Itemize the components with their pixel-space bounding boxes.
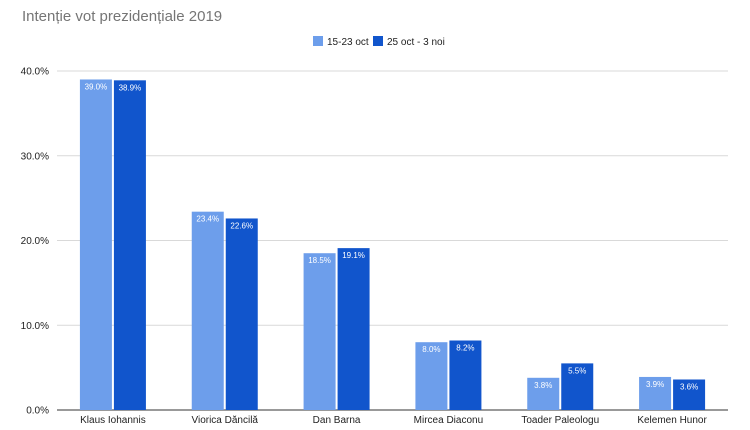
legend-label: 15-23 oct [327, 37, 369, 48]
data-label: 18.5% [308, 256, 331, 265]
data-label: 19.1% [342, 251, 365, 260]
bar[interactable] [639, 376, 672, 410]
bars [79, 79, 706, 410]
legend-swatch [313, 36, 323, 46]
bar[interactable] [561, 363, 594, 410]
y-axis: 0.0% 10.0% 20.0% 30.0% 40.0% [21, 67, 49, 417]
data-labels: 39.0% 38.9% 23.4% 22.6% 18.5% 19.1% 8.0% 8.2% 3.… [85, 82, 699, 391]
data-label: 3.6% [680, 382, 698, 391]
category-label: Viorica Dăncilă [191, 415, 258, 426]
y-tick-label: 40.0% [21, 67, 49, 78]
data-label: 3.9% [646, 380, 664, 389]
bar[interactable] [449, 340, 482, 410]
bar[interactable] [225, 218, 258, 410]
gridlines [57, 70, 728, 411]
data-label: 39.0% [85, 82, 108, 91]
y-tick-label: 20.0% [21, 236, 49, 247]
y-tick-label: 30.0% [21, 151, 49, 162]
legend[interactable]: 15-23 oct 25 oct - 3 noi [313, 36, 445, 48]
chart-title: Intenție vot prezidențiale 2019 [22, 8, 223, 25]
legend-label: 25 oct - 3 noi [387, 37, 445, 48]
data-label: 8.0% [422, 345, 440, 354]
bar[interactable] [303, 253, 336, 410]
bar[interactable] [527, 377, 560, 410]
bar[interactable] [113, 80, 146, 410]
category-label: Mircea Diaconu [414, 415, 483, 426]
bar[interactable] [191, 211, 224, 410]
x-axis: Klaus Iohannis Viorica Dăncilă Dan Barna Mi… [80, 415, 707, 426]
y-tick-label: 10.0% [21, 321, 49, 332]
data-label: 3.8% [534, 381, 552, 390]
bar[interactable] [673, 379, 706, 410]
data-label: 5.5% [568, 366, 586, 375]
category-label: Klaus Iohannis [80, 415, 146, 426]
bar[interactable] [79, 79, 112, 410]
category-label: Dan Barna [313, 415, 361, 426]
y-tick-label: 0.0% [26, 406, 49, 417]
data-label: 22.6% [230, 221, 253, 230]
legend-swatch [373, 36, 383, 46]
data-label: 38.9% [119, 83, 142, 92]
data-label: 8.2% [456, 344, 474, 353]
category-label: Kelemen Hunor [637, 415, 707, 426]
data-label: 23.4% [196, 215, 219, 224]
bar[interactable] [337, 248, 370, 410]
bar[interactable] [415, 342, 448, 410]
category-label: Toader Paleologu [521, 415, 599, 426]
